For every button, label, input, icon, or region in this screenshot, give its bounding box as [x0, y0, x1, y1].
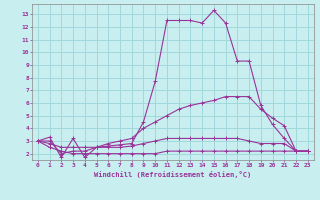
X-axis label: Windchill (Refroidissement éolien,°C): Windchill (Refroidissement éolien,°C) [94, 171, 252, 178]
